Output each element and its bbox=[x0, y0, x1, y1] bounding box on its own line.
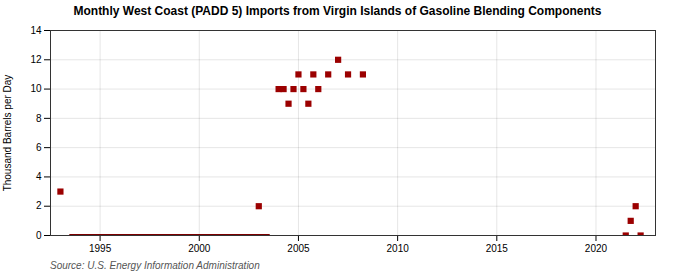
svg-text:2015: 2015 bbox=[486, 243, 509, 254]
svg-text:10: 10 bbox=[30, 84, 42, 95]
svg-text:0: 0 bbox=[36, 230, 42, 241]
svg-text:12: 12 bbox=[30, 54, 42, 65]
svg-text:6: 6 bbox=[36, 142, 42, 153]
svg-text:4: 4 bbox=[36, 172, 42, 183]
svg-text:2005: 2005 bbox=[287, 243, 310, 254]
svg-text:2010: 2010 bbox=[387, 243, 410, 254]
svg-text:14: 14 bbox=[30, 25, 42, 36]
svg-text:2020: 2020 bbox=[585, 243, 608, 254]
svg-text:8: 8 bbox=[36, 113, 42, 124]
svg-text:1995: 1995 bbox=[89, 243, 112, 254]
html-text:Source: U.S. Energy Informatio: Source: U.S. Energy Information Administ… bbox=[50, 260, 260, 272]
svg-text:2000: 2000 bbox=[188, 243, 211, 254]
svg-text:Thousand Barrels per Day: Thousand Barrels per Day bbox=[2, 75, 13, 192]
html-text:Monthly West Coast (PADD 5) Im: Monthly West Coast (PADD 5) Imports from… bbox=[73, 4, 602, 18]
svg-text:2: 2 bbox=[36, 201, 42, 212]
